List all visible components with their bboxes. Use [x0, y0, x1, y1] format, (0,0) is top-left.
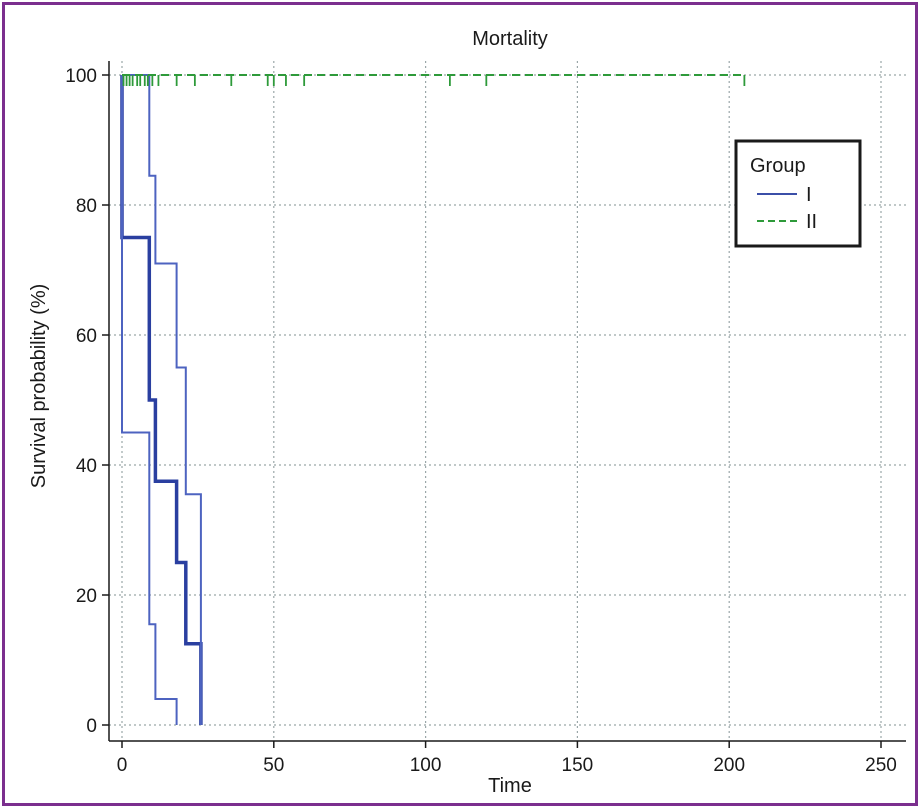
y-tick-label: 80 [76, 196, 97, 217]
axes [108, 61, 906, 742]
legend-label-i: I [806, 184, 812, 206]
y-tick-label: 60 [76, 326, 97, 347]
x-tick-label: 50 [263, 755, 284, 776]
x-tick-label: 0 [117, 755, 128, 776]
series [120, 74, 746, 725]
y-tick-label: 20 [76, 586, 97, 607]
legend-title: Group [750, 155, 806, 177]
x-tick-label: 250 [865, 755, 897, 776]
legend-box [734, 139, 862, 248]
legend: Group I II [734, 139, 862, 248]
grid [109, 61, 906, 741]
legend-label-ii: II [806, 211, 817, 233]
y-tick-label: 100 [65, 66, 97, 87]
x-tick-label: 150 [562, 755, 594, 776]
x-axis-title: Time [488, 775, 532, 797]
chart-background [5, 5, 915, 803]
y-tick-label: 0 [86, 716, 97, 737]
ticks: 0 50 100 150 200 250 0 20 40 60 80 100 [65, 66, 897, 776]
series-line-upper-ci [122, 74, 202, 725]
series-line-lower-ci [121, 75, 178, 725]
series-line-estimate [120, 75, 203, 725]
x-tick-label: 200 [713, 755, 745, 776]
survival-chart: 0 50 100 150 200 250 0 20 40 60 80 100 Mortality Ti… [5, 5, 915, 803]
x-tick-label: 100 [410, 755, 442, 776]
chart-title: Mortality [472, 28, 548, 50]
y-axis-title: Survival probability (%) [28, 284, 50, 489]
y-tick-label: 40 [76, 456, 97, 477]
